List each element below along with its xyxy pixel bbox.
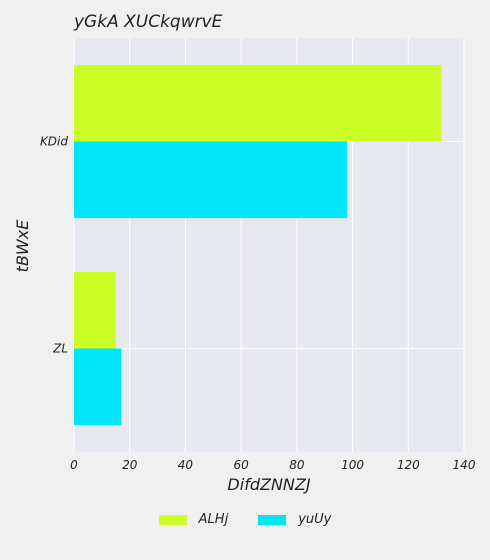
legend-swatch-series-0	[159, 515, 187, 525]
x-tick-label-6: 120	[397, 458, 420, 472]
x-tick-label-7: 140	[453, 458, 476, 472]
bar-yuUy-ZL	[74, 349, 121, 426]
legend-label-series-0: ALHj	[199, 512, 229, 527]
x-axis-label: DifdZNNZJ	[74, 475, 464, 495]
legend-swatch-series-1	[258, 515, 286, 525]
x-tick-label-0: 0	[70, 458, 78, 472]
x-tick-label-4: 80	[289, 458, 305, 472]
x-tick-label-2: 40	[178, 458, 194, 472]
x-tick-label-1: 20	[122, 458, 138, 472]
legend-item-series-0: ALHj	[159, 512, 229, 527]
y-tick-label-1: KDid	[40, 135, 68, 149]
x-tick-label-5: 100	[341, 458, 364, 472]
y-axis-label: tBWxE	[13, 220, 33, 273]
legend-label-series-1: yuUy	[298, 512, 331, 527]
legend: ALHj yuUy	[0, 512, 490, 527]
x-tick-label-3: 60	[234, 458, 250, 472]
legend-item-series-1: yuUy	[258, 512, 331, 527]
y-tick-label-0: ZL	[52, 342, 68, 356]
bar-yuUy-KDid	[74, 142, 347, 219]
bar-ALHj-KDid	[74, 65, 442, 142]
bar-ALHj-ZL	[74, 272, 116, 349]
